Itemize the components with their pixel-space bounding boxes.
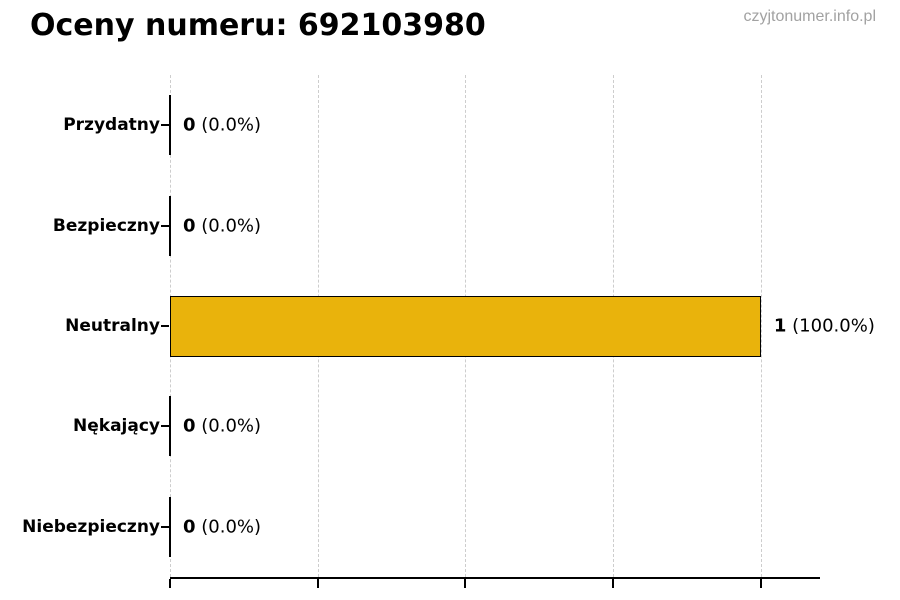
bar-zero-line — [169, 496, 171, 557]
bar-zero-line — [169, 396, 171, 457]
plot-area: 0 (0.0%) 0 (0.0%) 1 (100.0%) 0 (0.0%) 0 (0.0… — [169, 75, 875, 588]
x-tick — [169, 579, 171, 588]
y-tick — [161, 425, 169, 428]
bar-zero-line — [169, 195, 171, 256]
bar-value-label: 0 (0.0%) — [183, 215, 261, 236]
bar-value-count: 1 — [773, 315, 787, 337]
bar-value-label: 0 (0.0%) — [183, 115, 261, 136]
bar-value-count: 0 — [183, 114, 196, 136]
bar-value-label: 0 (0.0%) — [183, 416, 261, 437]
bar-zero-line — [169, 95, 171, 156]
bar-value-percent: (0.0%) — [195, 114, 262, 136]
bar-value-percent: (0.0%) — [195, 516, 262, 538]
y-axis-label: Niebezpieczny — [22, 516, 160, 537]
bar-value-percent: (0.0%) — [195, 415, 262, 437]
chart-title: Oceny numeru: 692103980 — [30, 8, 486, 43]
y-axis-label: Przydatny — [63, 115, 160, 136]
y-axis-label: Neutralny — [65, 316, 160, 336]
y-tick — [161, 124, 169, 127]
y-tick — [161, 325, 169, 327]
bar-value-label: 1 (100.0%) — [774, 316, 875, 337]
bar-value-percent: (0.0%) — [195, 215, 262, 237]
bar-value-label: 0 (0.0%) — [183, 516, 261, 537]
bar-value-count: 0 — [183, 415, 196, 437]
x-tick — [612, 579, 615, 588]
y-tick — [161, 525, 169, 528]
x-tick — [316, 579, 319, 588]
bar-value-count: 0 — [183, 215, 196, 237]
bar-value-percent: (100.0%) — [786, 315, 875, 337]
watermark-text: czyjtonumer.info.pl — [743, 8, 876, 25]
y-axis-label: Bezpieczny — [52, 215, 160, 236]
gridline — [760, 75, 762, 577]
y-axis-label: Nękający — [73, 416, 160, 437]
bar — [170, 295, 761, 357]
x-tick — [464, 579, 467, 588]
bar-value-count: 0 — [183, 516, 196, 538]
y-tick — [161, 224, 169, 227]
x-tick — [759, 579, 762, 588]
